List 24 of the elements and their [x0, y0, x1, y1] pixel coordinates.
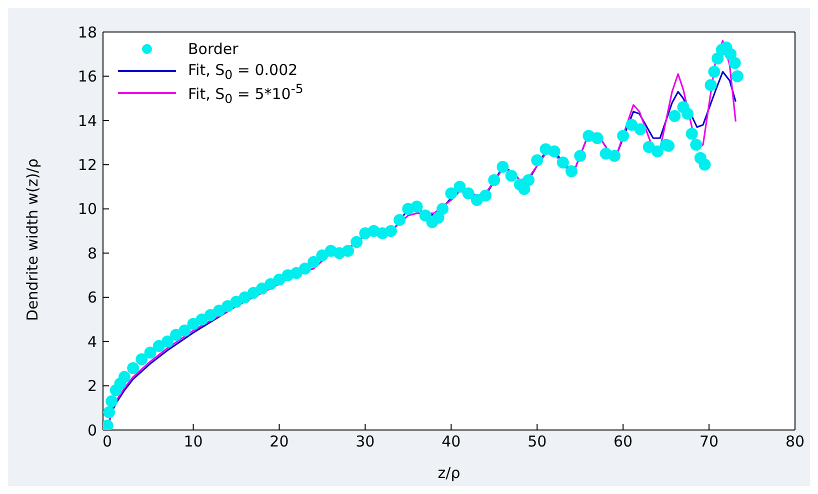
x-tick-label: 60	[614, 432, 633, 451]
x-tick-label: 50	[528, 432, 547, 451]
x-tick-label: 10	[184, 432, 203, 451]
legend-label: Fit, S$_{0}$ = 5*10$^{-5}$	[188, 80, 304, 106]
y-tick-label: 8	[87, 244, 97, 262]
x-tick-label: 40	[442, 432, 461, 451]
y-tick-label: 12	[78, 156, 97, 174]
x-tick-label: 30	[356, 432, 375, 451]
y-axis-title: Dendrite width w(z)/ρ	[23, 158, 42, 321]
y-tick-label: 10	[78, 200, 97, 218]
y-tick-label: 4	[87, 332, 97, 351]
y-tick-label: 14	[78, 112, 97, 130]
x-tick-label: 80	[785, 432, 805, 451]
x-tick-label: 0	[102, 432, 112, 451]
x-axis-title: z/ρ	[438, 464, 460, 482]
x-tick-label: 20	[270, 432, 289, 451]
legend-label: Border	[188, 40, 238, 58]
y-tick-label: 18	[78, 23, 97, 42]
y-tick-label: 2	[87, 377, 97, 396]
y-tick-label: 16	[78, 68, 97, 86]
legend-label: Fit, S$_{0}$ = 0.002	[188, 60, 298, 82]
y-tick-label: 0	[87, 421, 97, 440]
y-tick-label: 6	[87, 288, 97, 307]
x-tick-label: 70	[699, 432, 719, 451]
